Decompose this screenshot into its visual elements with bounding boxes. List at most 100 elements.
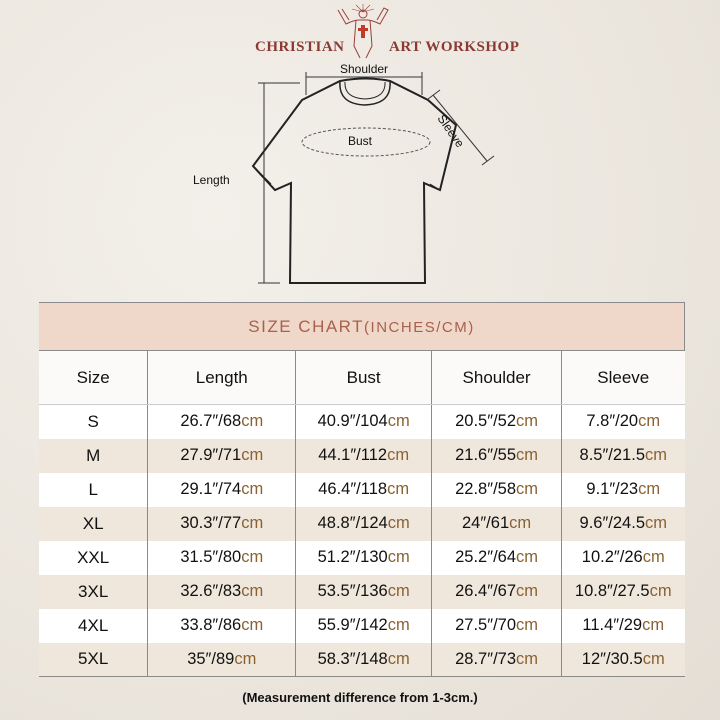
length-cell: 26.7″/68cm — [147, 404, 296, 439]
table-row: 4XL 33.8″/86cm 55.9″/142cm 27.5″/70cm 11.4″/… — [39, 608, 685, 643]
header-length: Length — [147, 350, 296, 405]
value: 26.4″/67 — [455, 582, 517, 600]
header-sleeve: Sleeve — [561, 350, 685, 405]
unit: cm — [234, 649, 257, 668]
unit: cm — [516, 480, 539, 498]
size-chart-title: SIZE CHART(INCHES/CM) — [39, 302, 685, 351]
value: 51.2″/130 — [317, 548, 388, 566]
unit: cm — [387, 616, 410, 634]
shoulder-cell: 28.7″/73cm — [431, 642, 562, 677]
size-cell: XXL — [39, 540, 148, 575]
header-row: Size Length Bust Shoulder Sleeve — [39, 350, 685, 405]
measurement-note: (Measurement difference from 1-3cm.) — [242, 690, 478, 705]
shoulder-cell: 21.6″/55cm — [431, 438, 562, 473]
value: 40.9″/104 — [317, 412, 388, 431]
bust-cell: 53.5″/136cm — [295, 574, 432, 609]
value: 32.6″/83 — [180, 582, 242, 600]
unit: cm — [387, 582, 410, 600]
unit: cm — [642, 649, 665, 668]
value: 58.3″/148 — [317, 649, 388, 668]
size-cell: S — [39, 404, 148, 439]
bust-cell: 51.2″/130cm — [295, 540, 432, 575]
unit: cm — [387, 514, 410, 532]
unit: cm — [516, 616, 539, 634]
title-units: (INCHES/CM) — [364, 318, 475, 336]
value: 46.4″/118 — [318, 480, 388, 498]
unit: cm — [241, 412, 264, 431]
bust-cell: 40.9″/104cm — [295, 404, 432, 439]
value: 10.2″/26 — [581, 548, 643, 566]
size-cell: 4XL — [39, 608, 148, 643]
value: 27.9″/71 — [180, 446, 242, 464]
unit: cm — [241, 480, 264, 498]
size-chart-table: SIZE CHART(INCHES/CM) Size Length Bust S… — [39, 302, 685, 677]
value: 26.7″/68 — [180, 412, 242, 431]
header-bust: Bust — [295, 350, 432, 405]
shoulder-cell: 27.5″/70cm — [431, 608, 562, 643]
value: 25.2″/64 — [455, 548, 517, 566]
unit: cm — [387, 412, 410, 431]
value: 53.5″/136 — [317, 582, 388, 600]
table-row: L 29.1″/74cm 46.4″/118cm 22.8″/58cm 9.1″/23c… — [39, 472, 685, 507]
value: 24″/61 — [461, 514, 510, 532]
length-cell: 32.6″/83cm — [147, 574, 296, 609]
bust-cell: 48.8″/124cm — [295, 506, 432, 541]
value: 10.8″/27.5 — [574, 582, 650, 600]
unit: cm — [387, 480, 410, 498]
unit: cm — [387, 548, 410, 566]
value: 12″/30.5 — [581, 649, 643, 668]
size-cell: XL — [39, 506, 148, 541]
unit: cm — [241, 514, 264, 532]
unit: cm — [241, 616, 264, 634]
shoulder-cell: 20.5″/52cm — [431, 404, 562, 439]
unit: cm — [241, 582, 264, 600]
length-cell: 30.3″/77cm — [147, 506, 296, 541]
tshirt-measurement-diagram: Shoulder Bust Sleeve Length — [0, 60, 720, 300]
sleeve-cell: 9.1″/23cm — [561, 472, 685, 507]
value: 20.5″/52 — [455, 412, 517, 431]
brand-right-text: ART WORKSHOP — [389, 39, 520, 55]
unit: cm — [387, 446, 410, 464]
unit: cm — [241, 446, 264, 464]
sleeve-cell: 12″/30.5cm — [561, 642, 685, 677]
value: 9.6″/24.5 — [579, 514, 645, 532]
sleeve-cell: 9.6″/24.5cm — [561, 506, 685, 541]
sleeve-cell: 7.8″/20cm — [561, 404, 685, 439]
bust-cell: 44.1″/112cm — [295, 438, 432, 473]
table-row: XXL 31.5″/80cm 51.2″/130cm 25.2″/64cm 10.2″/… — [39, 540, 685, 575]
table-row: XL 30.3″/77cm 48.8″/124cm 24″/61cm 9.6″/24.5… — [39, 506, 685, 541]
shoulder-cell: 25.2″/64cm — [431, 540, 562, 575]
bust-cell: 55.9″/142cm — [295, 608, 432, 643]
sleeve-cell: 10.2″/26cm — [561, 540, 685, 575]
shoulder-cell: 26.4″/67cm — [431, 574, 562, 609]
unit: cm — [642, 616, 665, 634]
unit: cm — [516, 446, 539, 464]
value: 31.5″/80 — [180, 548, 242, 566]
size-cell: 3XL — [39, 574, 148, 609]
tshirt-outline-icon — [251, 72, 495, 284]
table-row: M 27.9″/71cm 44.1″/112cm 21.6″/55cm 8.5″/21.… — [39, 438, 685, 473]
size-cell: 5XL — [39, 642, 148, 677]
header-size: Size — [39, 350, 148, 405]
value: 28.7″/73 — [455, 649, 517, 668]
title-text: SIZE CHART — [248, 316, 365, 336]
value: 30.3″/77 — [180, 514, 242, 532]
shoulder-cell: 24″/61cm — [431, 506, 562, 541]
sleeve-cell: 8.5″/21.5cm — [561, 438, 685, 473]
table-row: 3XL 32.6″/83cm 53.5″/136cm 26.4″/67cm 10.8″/… — [39, 574, 685, 609]
unit: cm — [642, 548, 665, 566]
bust-cell: 58.3″/148cm — [295, 642, 432, 677]
unit: cm — [638, 480, 661, 498]
value: 44.1″/112 — [318, 446, 388, 464]
bust-cell: 46.4″/118cm — [295, 472, 432, 507]
unit: cm — [645, 446, 667, 464]
shoulder-cell: 22.8″/58cm — [431, 472, 562, 507]
unit: cm — [649, 582, 672, 600]
length-label: Length — [193, 173, 230, 187]
value: 29.1″/74 — [180, 480, 242, 498]
value: 8.5″/21.5 — [579, 446, 645, 464]
brand-logo: CHRISTIAN ART WORKSHOP — [0, 0, 720, 62]
table-row: 5XL 35″/89cm 58.3″/148cm 28.7″/73cm 12″/30.5… — [39, 642, 685, 677]
shoulder-label: Shoulder — [340, 62, 389, 76]
unit: cm — [516, 582, 539, 600]
